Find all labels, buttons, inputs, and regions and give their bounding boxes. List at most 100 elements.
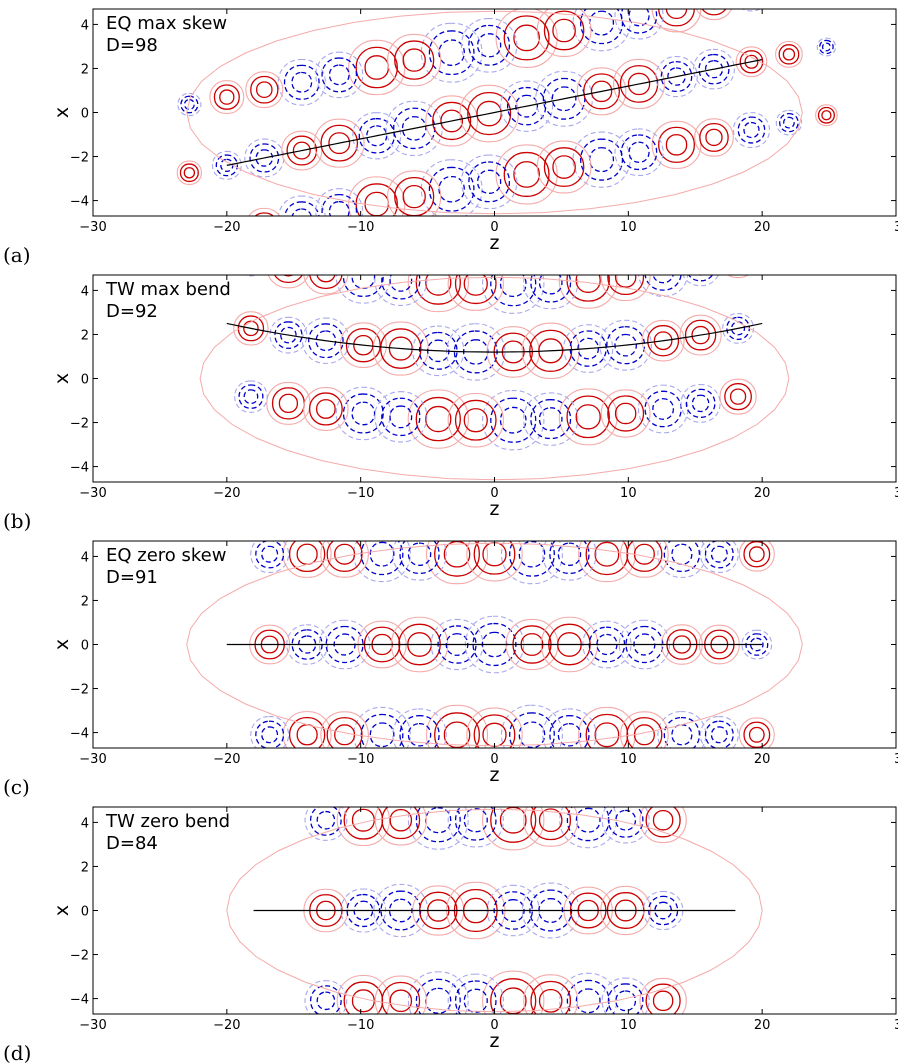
negative-contour-lower (783, 116, 795, 129)
negative-contour-lower (369, 722, 395, 748)
negative-contour-lower (657, 711, 707, 748)
negative-contour-upper (688, 275, 714, 282)
positive-contour-lower (705, 128, 723, 147)
negative-contour-lower (680, 383, 721, 423)
negative-contour-upper (572, 9, 631, 52)
negative-contour-lower (351, 401, 376, 426)
negative-contour-upper (704, 541, 734, 569)
negative-contour-upper (381, 275, 421, 300)
negative-contour-center (750, 637, 764, 652)
negative-contour-center (577, 337, 600, 360)
x-tick-label: −10 (347, 752, 374, 767)
negative-contour-center (606, 326, 646, 365)
negative-contour-center (660, 61, 693, 93)
positive-contour-lower (364, 191, 390, 216)
positive-contour-upper (389, 808, 413, 832)
positive-contour-center (627, 72, 651, 96)
positive-contour-upper (530, 807, 572, 841)
negative-contour-lower (315, 188, 364, 216)
positive-contour-lower (821, 110, 832, 121)
negative-contour-upper (304, 807, 348, 841)
positive-contour-center (679, 314, 722, 356)
center-curve (226, 59, 763, 166)
negative-contour-lower (572, 131, 631, 188)
negative-contour-upper (744, 0, 759, 1)
y-axis-label: x (51, 373, 73, 384)
negative-contour-lower (518, 721, 546, 748)
negative-contour-upper (463, 808, 488, 833)
positive-contour-lower (271, 387, 305, 420)
positive-contour-lower (495, 144, 558, 205)
negative-contour-lower (381, 397, 421, 437)
positive-contour-upper (407, 275, 469, 313)
positive-contour-lower (748, 726, 765, 743)
negative-contour-upper (499, 275, 527, 298)
positive-contour-center (179, 163, 199, 183)
positive-contour-center (467, 91, 512, 136)
positive-contour-center (691, 325, 710, 345)
negative-contour-center (819, 39, 834, 55)
x-tick-label: 10 (620, 752, 637, 767)
positive-contour-upper (620, 541, 669, 578)
negative-contour-upper (652, 275, 674, 284)
positive-contour-center (590, 80, 613, 103)
positive-contour-upper (727, 275, 749, 279)
negative-contour-center (418, 331, 458, 370)
positive-contour-center (176, 160, 203, 186)
axes-frame (92, 274, 897, 483)
positive-contour-lower (466, 707, 523, 748)
positive-contour-lower (566, 395, 610, 439)
panel-annotation: D=91 (106, 567, 158, 588)
x-tick-label: 10 (620, 1018, 637, 1033)
negative-contour-center (244, 138, 285, 178)
positive-contour-upper (651, 9, 702, 33)
negative-contour-lower (620, 134, 658, 171)
positive-contour-upper (738, 541, 775, 572)
y-tick-label: 4 (81, 18, 89, 33)
positive-contour-upper (495, 9, 558, 68)
x-tick-label: 20 (754, 752, 771, 767)
positive-contour-lower (454, 399, 497, 441)
positive-contour-upper (402, 48, 426, 72)
positive-contour-upper (447, 275, 504, 311)
positive-contour-upper (614, 275, 637, 288)
positive-contour-upper (348, 39, 406, 96)
negative-contour-upper (309, 807, 342, 836)
negative-contour-lower (628, 141, 650, 163)
negative-contour-center (515, 94, 539, 118)
negative-contour-lower (663, 716, 701, 748)
negative-contour-center (500, 80, 554, 132)
negative-contour-center (599, 319, 652, 371)
negative-contour-center (625, 625, 664, 664)
negative-contour-upper (399, 541, 440, 574)
negative-contour-upper (607, 807, 644, 838)
negative-contour-lower (291, 208, 312, 216)
x-tick-label: 0 (490, 220, 498, 235)
positive-contour-lower (320, 711, 369, 748)
negative-contour-upper (255, 541, 285, 569)
positive-contour-lower (288, 716, 326, 748)
x-tick-label: −30 (79, 486, 106, 501)
positive-contour-center (339, 322, 387, 368)
positive-contour-lower (817, 106, 835, 124)
negative-contour-center (215, 154, 238, 177)
negative-contour-lower (704, 720, 734, 748)
negative-contour-lower (407, 723, 432, 747)
positive-contour-lower (389, 989, 413, 1013)
positive-contour-upper (250, 75, 279, 104)
x-tick-label: −30 (79, 220, 106, 235)
positive-contour-upper (725, 247, 751, 273)
positive-contour-center (778, 44, 800, 65)
negative-contour-center (352, 112, 402, 160)
positive-contour-lower (266, 381, 311, 425)
negative-contour-lower (538, 407, 563, 431)
negative-contour-center (401, 116, 427, 141)
x-tick-label: 0 (490, 1018, 498, 1033)
positive-contour-upper (575, 275, 601, 293)
positive-contour-lower (443, 721, 471, 748)
y-tick-label: 4 (81, 284, 89, 299)
negative-contour-lower (250, 715, 290, 748)
positive-contour-lower (482, 970, 545, 1014)
negative-contour-upper (315, 51, 364, 99)
positive-contour-center (388, 336, 413, 361)
